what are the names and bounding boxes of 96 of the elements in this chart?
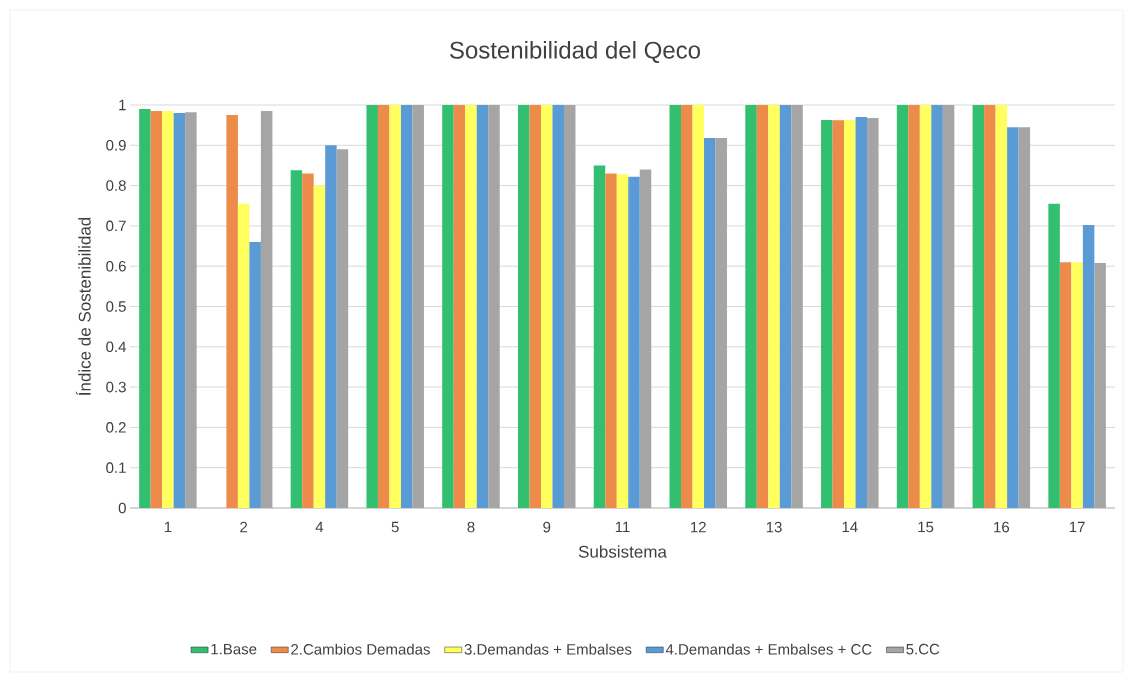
legend-label: 2.Cambios Demadas — [291, 643, 430, 655]
bar — [237, 203, 250, 508]
x-tick-label: 15 — [918, 521, 934, 533]
y-tick-label: 0.4 — [106, 341, 127, 353]
bar — [919, 104, 932, 508]
y-axis-title: Índice de Sostenibilidad — [75, 217, 91, 396]
bar — [1007, 127, 1019, 508]
bar — [552, 104, 564, 508]
y-tick-label: 1 — [119, 99, 126, 111]
bar — [593, 165, 606, 508]
bar — [442, 104, 454, 508]
bar — [669, 104, 682, 508]
bar — [745, 104, 757, 508]
bar — [855, 117, 868, 508]
bar — [162, 111, 174, 508]
x-tick-label: 2 — [240, 521, 248, 533]
bar — [563, 104, 576, 508]
bar — [756, 104, 769, 508]
bar — [389, 104, 401, 508]
bar — [400, 104, 413, 508]
legend-label: 3.Demandas + Embalses — [464, 643, 632, 655]
bar — [412, 104, 424, 508]
chart-title: Sostenibilidad del Qeco — [450, 41, 701, 63]
bar — [476, 104, 489, 508]
bar — [1048, 203, 1060, 508]
bar — [336, 149, 349, 508]
bar — [908, 104, 920, 508]
y-tick-label: 0 — [118, 502, 126, 514]
bar — [325, 145, 337, 508]
bar — [173, 113, 186, 508]
bar — [791, 104, 803, 508]
x-axis-title: Subsistema — [578, 545, 667, 558]
bar — [453, 104, 466, 508]
bar — [628, 176, 640, 508]
bar — [1094, 262, 1106, 508]
bar — [313, 185, 326, 508]
bar — [681, 104, 693, 508]
x-tick-label: 5 — [391, 521, 399, 533]
y-tick-label: 0.8 — [106, 180, 126, 191]
bar — [704, 138, 716, 508]
bar — [821, 119, 833, 508]
x-tick-label: 14 — [842, 521, 858, 533]
bar — [715, 138, 728, 508]
bar — [639, 169, 652, 508]
x-tick-label: 4 — [315, 521, 324, 533]
x-tick-label: 11 — [615, 521, 630, 533]
legend-label: 5.CC — [906, 643, 940, 655]
bar — [896, 104, 909, 508]
bar — [366, 104, 378, 508]
bar — [302, 173, 314, 508]
x-tick-label: 1 — [164, 521, 172, 533]
bar — [1018, 127, 1031, 508]
bar — [931, 104, 943, 508]
bar — [249, 242, 261, 508]
y-tick-label: 0.1 — [106, 462, 126, 473]
bar — [844, 119, 856, 508]
bar — [465, 104, 477, 508]
bar — [995, 104, 1008, 508]
bar — [529, 104, 541, 508]
x-tick-label: 13 — [766, 521, 782, 533]
bar — [226, 115, 238, 508]
y-tick-label: 0.7 — [106, 220, 126, 232]
bar — [616, 174, 629, 508]
bar — [1082, 225, 1095, 508]
bar — [832, 120, 845, 508]
y-tick-label: 0.6 — [106, 260, 126, 272]
bar — [1071, 262, 1083, 508]
x-tick-label: 16 — [994, 521, 1010, 533]
bar — [605, 173, 617, 508]
y-tick-label: 0.2 — [106, 422, 126, 433]
y-tick-label: 0.5 — [106, 301, 126, 312]
bar — [139, 109, 151, 508]
bar — [540, 104, 553, 508]
y-tick-label: 0.9 — [106, 139, 126, 151]
bar — [972, 104, 985, 508]
bar — [692, 104, 705, 508]
legend-label: 4.Demandas + Embalses + CC — [665, 643, 872, 655]
legend-label: 1.Base — [211, 643, 257, 655]
bar — [377, 104, 390, 508]
bar — [517, 104, 530, 508]
bar — [867, 117, 879, 508]
x-tick-label: 12 — [691, 521, 706, 533]
bar — [1059, 262, 1072, 508]
bar — [942, 104, 955, 508]
bar — [150, 111, 163, 508]
bar — [984, 104, 996, 508]
bar — [185, 112, 197, 508]
x-tick-label: 9 — [543, 521, 551, 533]
y-tick-label: 0.3 — [106, 381, 126, 393]
bar — [768, 104, 780, 508]
bar — [290, 170, 303, 508]
bar — [779, 104, 792, 508]
bar — [488, 104, 500, 508]
bar — [260, 111, 273, 508]
x-tick-label: 8 — [467, 521, 475, 533]
x-tick-label: 17 — [1069, 521, 1085, 533]
